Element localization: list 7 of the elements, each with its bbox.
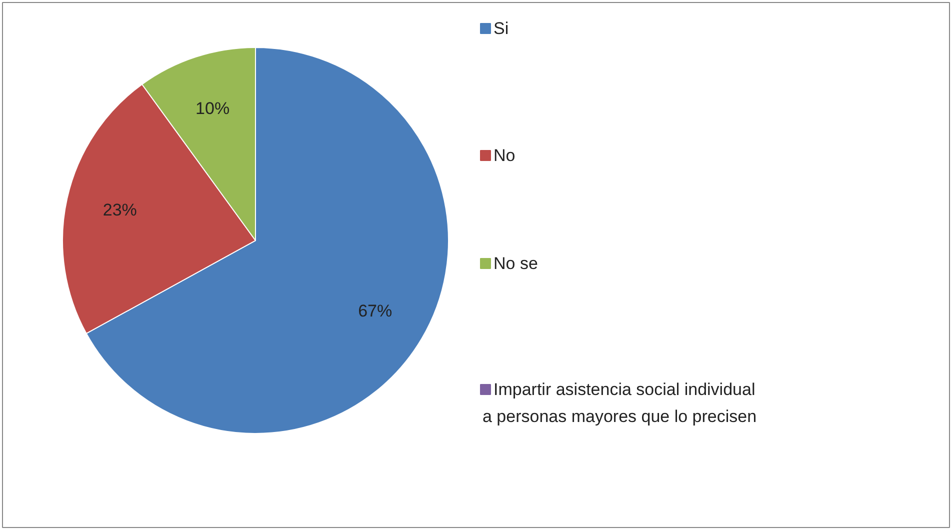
legend-label: No	[494, 146, 516, 165]
legend-label: Si	[494, 19, 509, 38]
legend-label: Impartir asistencia social individual a personas mayores que lo precisen	[482, 380, 757, 426]
data-label: 10%	[196, 98, 230, 118]
data-label: 67%	[358, 302, 392, 321]
data-label: 23%	[102, 200, 137, 220]
legend-label: No se	[494, 254, 538, 273]
